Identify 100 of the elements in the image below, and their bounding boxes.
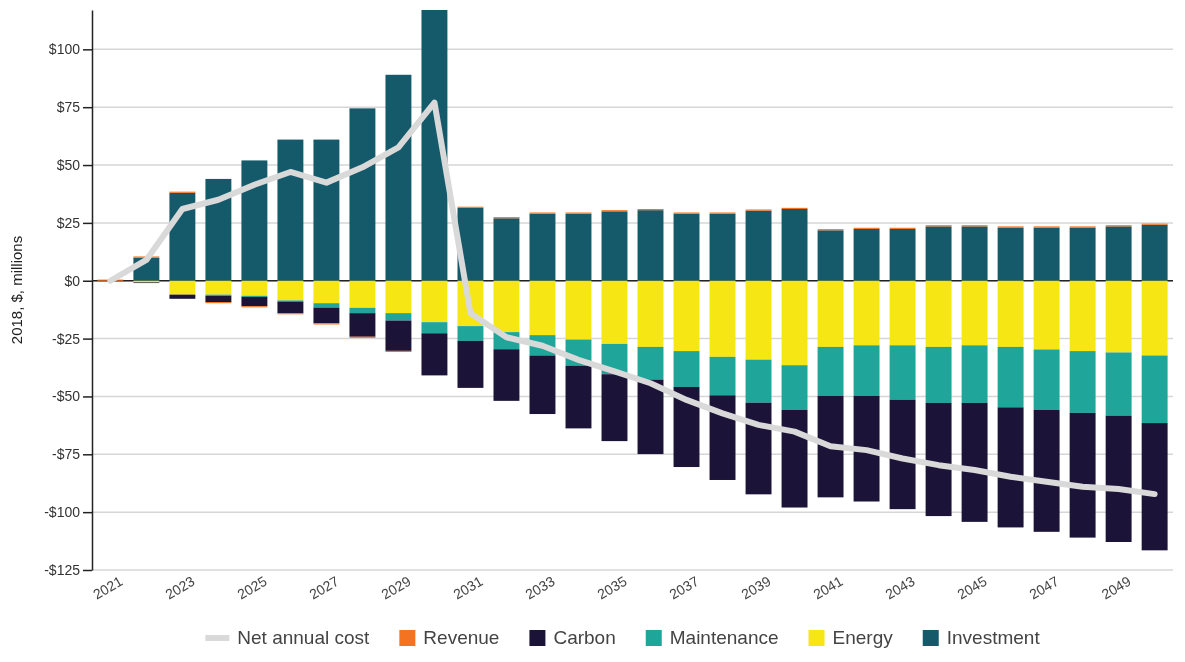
bar — [205, 295, 232, 303]
x-tick-label: 2039 — [738, 572, 774, 603]
y-tick-label: $25 — [56, 214, 81, 231]
legend-label: Maintenance — [669, 627, 779, 648]
bar — [457, 340, 484, 388]
bar — [817, 280, 844, 347]
bar — [349, 108, 376, 281]
bar — [241, 160, 268, 281]
bar — [853, 345, 880, 396]
bar — [205, 178, 232, 281]
bar — [925, 402, 952, 517]
bar — [709, 395, 736, 480]
bar — [565, 365, 592, 429]
bar — [1141, 280, 1168, 356]
bar — [781, 280, 808, 366]
x-tick-label: 2049 — [1098, 572, 1134, 603]
bar — [961, 345, 988, 403]
bar — [1033, 280, 1060, 350]
bar — [1069, 351, 1096, 413]
bar — [853, 280, 880, 346]
bar — [997, 280, 1024, 347]
bar — [1105, 352, 1132, 416]
bar — [565, 280, 592, 340]
y-tick-label: -$125 — [44, 561, 81, 578]
bar — [817, 230, 844, 281]
bar — [673, 213, 700, 281]
bar — [1033, 349, 1060, 410]
bar — [349, 307, 376, 314]
legend-label: Revenue — [423, 627, 500, 648]
bar — [1105, 280, 1132, 353]
bar — [169, 280, 196, 295]
bar — [493, 218, 520, 281]
x-tick-label: 2033 — [522, 572, 558, 603]
y-tick-label: $75 — [56, 99, 81, 116]
bar — [709, 280, 736, 357]
bar — [745, 280, 772, 360]
bar — [421, 280, 448, 323]
bar — [457, 326, 484, 341]
bar — [349, 313, 376, 337]
x-tick-label: 2023 — [162, 572, 198, 603]
bar — [385, 320, 412, 351]
bar — [169, 294, 196, 299]
bar — [889, 345, 916, 400]
bar — [277, 280, 304, 301]
bar — [385, 74, 412, 281]
legend-label: Net annual cost — [237, 627, 371, 648]
bar — [241, 280, 268, 296]
bar — [169, 192, 196, 281]
bar — [313, 307, 340, 324]
bar — [421, 322, 448, 334]
bar — [421, 10, 448, 281]
bar — [349, 280, 376, 308]
legend-label: Energy — [832, 627, 894, 648]
bar — [961, 280, 988, 346]
bar — [637, 346, 664, 380]
bar — [1033, 409, 1060, 532]
bar — [385, 313, 412, 321]
bar — [385, 280, 412, 314]
bar — [817, 395, 844, 498]
bar — [745, 359, 772, 403]
bar — [241, 296, 268, 307]
bar — [889, 399, 916, 510]
y-tick-label: -$100 — [44, 504, 81, 521]
legend-label: Carbon — [553, 627, 616, 648]
bar — [1141, 355, 1168, 424]
bar — [673, 351, 700, 387]
y-tick-label: $100 — [48, 41, 81, 58]
bar — [853, 395, 880, 502]
bar — [997, 407, 1024, 528]
bar — [601, 374, 628, 442]
bar — [709, 213, 736, 281]
bar — [637, 280, 664, 347]
bar — [925, 226, 952, 281]
bar — [277, 139, 304, 281]
x-tick-label: 2041 — [810, 572, 846, 603]
bar — [709, 356, 736, 396]
y-tick-label: -$75 — [51, 446, 81, 463]
bar — [1069, 227, 1096, 281]
bar — [781, 365, 808, 410]
x-tick-label: 2031 — [450, 572, 486, 603]
bar — [529, 213, 556, 281]
bar — [997, 346, 1024, 408]
bar — [601, 280, 628, 344]
x-tick-label: 2021 — [90, 572, 126, 603]
bar — [1105, 226, 1132, 281]
bar — [781, 409, 808, 508]
bar — [1069, 412, 1096, 538]
bar — [493, 280, 520, 333]
bar — [925, 280, 952, 347]
bar — [673, 280, 700, 352]
bar — [1141, 423, 1168, 551]
bar — [1069, 280, 1096, 352]
bar — [1105, 415, 1132, 542]
bar — [853, 228, 880, 281]
y-tick-label: $50 — [56, 157, 81, 174]
bar — [817, 346, 844, 396]
bar — [925, 346, 952, 403]
bar — [1033, 227, 1060, 281]
y-tick-label: $0 — [64, 272, 81, 289]
bar — [1141, 224, 1168, 281]
